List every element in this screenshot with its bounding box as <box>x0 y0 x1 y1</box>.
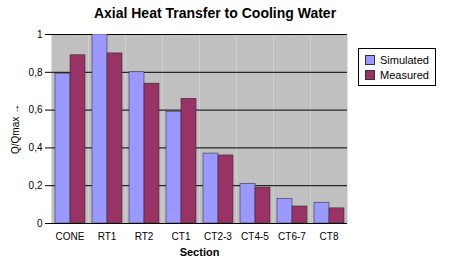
svg-text:0,4: 0,4 <box>29 142 43 153</box>
svg-text:CT1: CT1 <box>172 231 191 242</box>
html-text:Axial Heat Transfer to Cooling: Axial Heat Transfer to Cooling Water <box>93 5 337 21</box>
svg-text:Q/Qmax →: Q/Qmax → <box>10 104 21 154</box>
svg-text:CT2-3: CT2-3 <box>204 231 232 242</box>
svg-text:CT8: CT8 <box>320 231 339 242</box>
svg-text:0,2: 0,2 <box>29 180 43 191</box>
svg-text:0,6: 0,6 <box>29 104 43 115</box>
svg-text:0: 0 <box>37 218 43 229</box>
svg-text:Section: Section <box>180 246 220 258</box>
svg-text:CT4-5: CT4-5 <box>241 231 269 242</box>
svg-text:CT6-7: CT6-7 <box>278 231 306 242</box>
svg-text:CONE: CONE <box>56 231 85 242</box>
html-text:Measured: Measured <box>380 68 429 81</box>
svg-text:1: 1 <box>37 29 43 40</box>
svg-text:0,8: 0,8 <box>29 67 43 78</box>
svg-text:RT1: RT1 <box>98 231 117 242</box>
html-text:Simulated: Simulated <box>380 53 429 66</box>
svg-text:RT2: RT2 <box>135 231 154 242</box>
